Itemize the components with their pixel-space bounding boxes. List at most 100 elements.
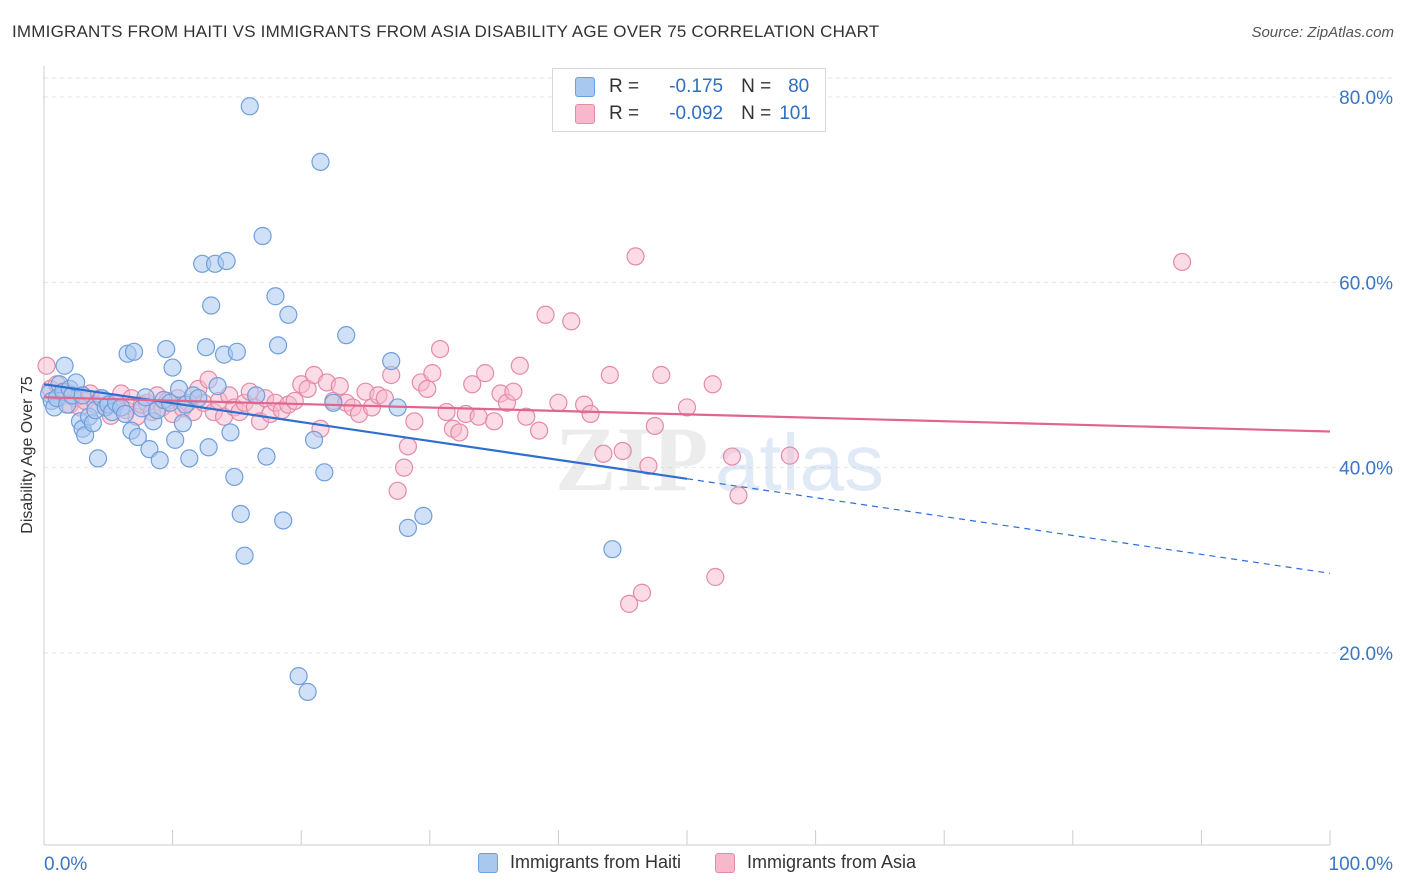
data-point-haiti (166, 430, 185, 449)
data-point-asia (510, 356, 529, 375)
legend-r-value-haiti: -0.175 (669, 76, 724, 97)
legend-r-value-asia: -0.092 (669, 103, 724, 124)
source-label: Source: ZipAtlas.com (1251, 24, 1394, 41)
y-tick-label: 80.0% (1339, 88, 1393, 109)
data-point-asia (549, 393, 568, 412)
data-point-asia (450, 423, 469, 442)
data-point-haiti (225, 467, 244, 487)
data-point-haiti (324, 393, 343, 412)
data-point-haiti (298, 682, 317, 701)
data-point-haiti (337, 326, 356, 345)
legend-r-label: R = (609, 103, 640, 124)
data-point-asia (645, 416, 664, 436)
data-point-asia (285, 391, 304, 411)
grid-lines (44, 77, 1392, 654)
data-point-haiti (247, 386, 266, 405)
data-point-haiti (382, 352, 401, 371)
data-point-asia (632, 583, 652, 602)
data-point-asia (536, 305, 555, 324)
data-point-asia (581, 404, 600, 424)
data-point-haiti (217, 251, 236, 271)
trend-line-asia (43, 396, 1331, 433)
data-point-asia (517, 407, 536, 426)
data-point-asia (394, 458, 414, 477)
legend-r-label: R = (609, 76, 640, 97)
legend-item-asia: Immigrants from Asia (715, 852, 916, 873)
data-point-asia (405, 412, 424, 431)
data-point-asia (430, 339, 450, 359)
data-point-asia (706, 567, 725, 587)
data-point-haiti (173, 414, 192, 433)
data-point-asia (485, 412, 504, 431)
data-point-haiti (189, 389, 208, 408)
data-point-haiti (227, 342, 246, 361)
data-point-asia (729, 486, 748, 505)
data-point-haiti (163, 358, 182, 377)
data-point-asia (703, 375, 722, 394)
data-point-asia (600, 365, 619, 385)
data-point-asia (469, 407, 488, 426)
data-point-haiti (268, 336, 288, 355)
data-point-asia (418, 379, 437, 398)
data-point-asia (677, 398, 697, 417)
data-point-asia (562, 312, 581, 331)
data-point-haiti (279, 305, 298, 324)
y-tick-label: 60.0% (1339, 273, 1393, 294)
watermark-zip: ZIP (555, 408, 708, 510)
data-point-haiti (55, 356, 74, 375)
data-point-haiti (208, 377, 227, 396)
y-tick-label: 40.0% (1339, 459, 1393, 480)
data-point-asia (437, 402, 456, 422)
data-point-haiti (180, 449, 199, 468)
watermark: ZIP atlas (555, 408, 884, 510)
data-point-asia (626, 247, 645, 266)
x-tick-label: 0.0% (44, 854, 87, 875)
data-point-haiti (240, 97, 259, 116)
legend-item-haiti: Immigrants from Haiti (478, 852, 681, 873)
legend-swatch-asia (715, 852, 736, 873)
data-point-haiti (398, 518, 418, 537)
data-point-haiti (274, 511, 293, 530)
data-point-asia (639, 456, 658, 475)
data-point-haiti (266, 287, 285, 306)
data-point-asia (530, 421, 549, 440)
data-point-asia (620, 594, 639, 613)
data-point-haiti (124, 342, 144, 361)
data-point-haiti (140, 440, 159, 459)
legend-label-haiti: Immigrants from Haiti (510, 852, 682, 872)
data-point-asia (330, 377, 349, 396)
y-tick-label: 20.0% (1339, 644, 1393, 665)
tick-labels: 20.0% 40.0% 60.0% 80.0% 0.0% 100.0% (44, 88, 1393, 875)
legend-swatch-haiti (575, 77, 595, 97)
data-point-asia (463, 375, 482, 394)
data-point-asia (613, 441, 632, 461)
legend-row-asia: R = -0.092 N = 101 (575, 102, 811, 126)
data-point-haiti (304, 430, 324, 449)
legend-label-asia: Immigrants from Asia (747, 852, 917, 872)
legend-swatch-asia (575, 104, 595, 124)
data-point-haiti (88, 449, 108, 468)
data-point-haiti (202, 296, 221, 315)
data-point-asia (722, 447, 742, 466)
data-point-haiti (157, 339, 176, 359)
data-point-asia (504, 382, 523, 401)
data-point-haiti (235, 546, 254, 565)
data-point-asia (423, 364, 442, 383)
data-point-haiti (603, 540, 622, 559)
data-point-asia (388, 481, 407, 500)
data-point-haiti (150, 451, 169, 470)
trend-line-haiti-extrapolated (686, 478, 1331, 574)
data-point-asia (780, 446, 799, 465)
data-point-haiti (414, 506, 433, 525)
legend-swatch-haiti (478, 852, 498, 873)
legend-n-label: N = (741, 76, 772, 97)
chart-title: IMMIGRANTS FROM HAITI VS IMMIGRANTS FROM… (12, 22, 880, 41)
data-point-asia (652, 365, 671, 385)
data-point-haiti (257, 447, 276, 466)
data-point-asia (398, 437, 418, 456)
data-point-haiti (221, 423, 240, 442)
data-point-haiti (231, 504, 250, 524)
legend-row-haiti: R = -0.175 N = 80 (575, 75, 809, 99)
data-point-asia (37, 356, 56, 375)
data-point-haiti (315, 463, 334, 482)
